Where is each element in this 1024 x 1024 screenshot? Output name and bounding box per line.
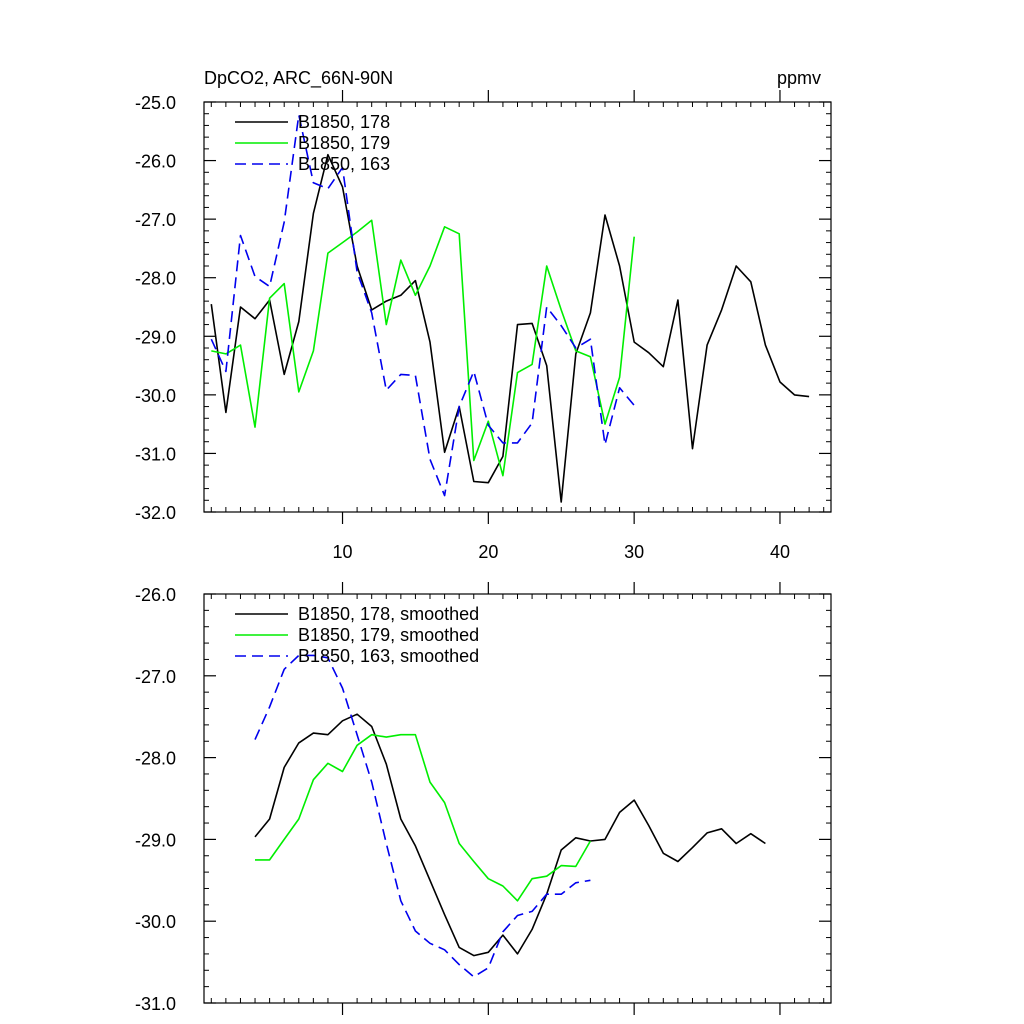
bottom-y-tick-label: -29.0 [135,830,176,850]
top-y-tick-label: -25.0 [135,93,176,113]
top-series-line-3 [210,114,635,497]
top-legend-label-1: B1850, 178 [298,112,390,132]
title-left: DpCO2, ARC_66N-90N [204,68,393,89]
top-legend-label-2: B1850, 179 [298,133,390,153]
bottom-y-tick-label: -30.0 [135,912,176,932]
top-y-tick-label: -26.0 [135,152,176,172]
bottom-y-tick-label: -27.0 [135,667,176,687]
top-x-tick-label: 40 [770,542,790,562]
title-right: ppmv [777,68,821,88]
top-x-tick-label: 10 [333,542,353,562]
bottom-legend-label-1: B1850, 178, smoothed [298,604,479,624]
top-panel: 10 20 30 40 -32.0 -31.0 -30.0 -29.0 -28.0 -27.0 -2… [135,90,832,562]
bottom-y-tick-label: -28.0 [135,749,176,769]
bottom-series-line-2 [255,733,592,902]
top-y-tick-label: -31.0 [135,444,176,464]
top-y-tick-label: -30.0 [135,386,176,406]
top-y-tick-label: -28.0 [135,269,176,289]
top-y-tick-label: -27.0 [135,210,176,230]
top-series-line-1 [210,153,810,503]
top-series-line-2 [211,219,635,477]
bottom-series-line-1 [254,713,766,957]
bottom-y-tick-label: -26.0 [135,585,176,605]
top-x-tick-label: 20 [478,542,498,562]
bottom-y-tick-label: -31.0 [135,994,176,1014]
bottom-legend-label-2: B1850, 179, smoothed [298,625,479,645]
top-y-tick-label: -32.0 [135,503,176,523]
bottom-series-line-3 [254,654,591,978]
top-legend-label-3: B1850, 163 [298,154,390,174]
top-x-tick-label: 30 [624,542,644,562]
bottom-panel: -31.0 -30.0 -29.0 -28.0 -27.0 -26.0 B1850, 178… [135,582,832,1015]
bottom-legend-label-3: B1850, 163, smoothed [298,646,479,666]
top-y-tick-label: -29.0 [135,327,176,347]
